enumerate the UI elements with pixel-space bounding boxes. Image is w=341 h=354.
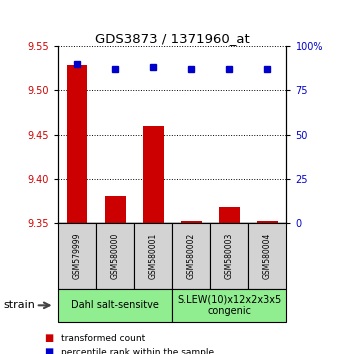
Text: strain: strain xyxy=(3,300,35,310)
Bar xyxy=(181,221,202,223)
Bar xyxy=(66,65,88,223)
Text: GSM580004: GSM580004 xyxy=(263,233,272,279)
Text: GSM580001: GSM580001 xyxy=(149,233,158,279)
Text: GSM580002: GSM580002 xyxy=(187,233,196,279)
Bar xyxy=(219,207,240,223)
Text: transformed count: transformed count xyxy=(61,333,146,343)
Bar xyxy=(143,126,164,223)
Text: Dahl salt-sensitve: Dahl salt-sensitve xyxy=(71,300,159,310)
Title: GDS3873 / 1371960_at: GDS3873 / 1371960_at xyxy=(95,32,250,45)
Text: GSM580003: GSM580003 xyxy=(225,233,234,279)
Bar xyxy=(257,221,278,223)
Text: ■: ■ xyxy=(44,347,54,354)
Bar xyxy=(105,196,125,223)
Text: S.LEW(10)x12x2x3x5
congenic: S.LEW(10)x12x2x3x5 congenic xyxy=(177,295,281,316)
Text: ■: ■ xyxy=(44,333,54,343)
Text: percentile rank within the sample: percentile rank within the sample xyxy=(61,348,214,354)
Text: GSM579999: GSM579999 xyxy=(73,233,81,279)
Text: GSM580000: GSM580000 xyxy=(110,233,120,279)
